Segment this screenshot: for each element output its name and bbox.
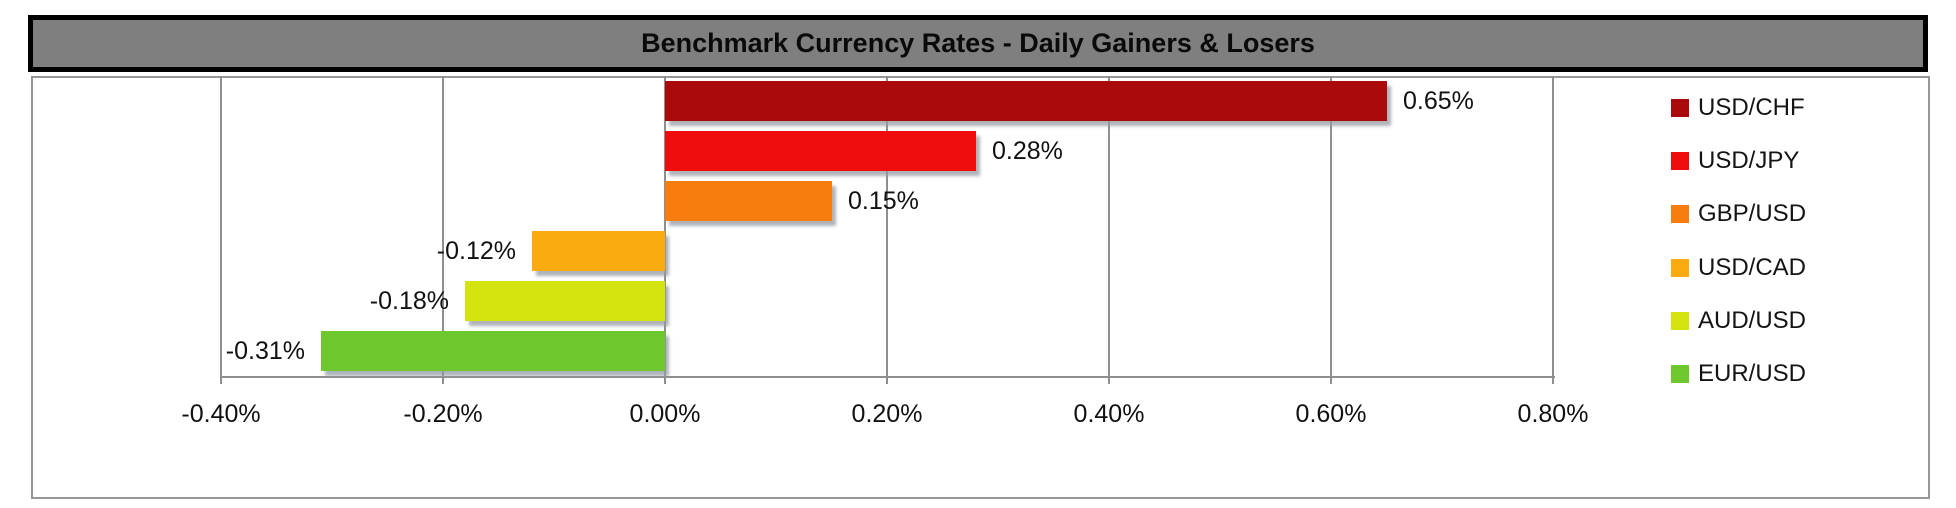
x-axis-tick: [1108, 376, 1110, 384]
legend-swatch-eur-usd: [1671, 365, 1689, 383]
x-axis-label: -0.40%: [181, 400, 261, 428]
gridline: [886, 76, 888, 376]
bar-aud-usd: [465, 281, 665, 321]
gridline: [664, 76, 666, 376]
gridline: [220, 76, 222, 376]
bar-value-label: 0.65%: [1403, 87, 1474, 115]
x-axis-tick: [664, 376, 666, 384]
chart-title: Benchmark Currency Rates - Daily Gainers…: [641, 28, 1315, 58]
x-axis-label: 0.40%: [1073, 400, 1145, 428]
chart-area: [31, 76, 1930, 499]
gridline: [1330, 76, 1332, 376]
x-axis-tick: [886, 376, 888, 384]
bar-value-label: 0.28%: [992, 137, 1063, 165]
bar-value-label: 0.15%: [848, 187, 919, 215]
x-axis-label: 0.00%: [629, 400, 701, 428]
chart-title-bar: Benchmark Currency Rates - Daily Gainers…: [28, 15, 1928, 72]
legend-swatch-gbp-usd: [1671, 205, 1689, 223]
legend-item-gbp-usd: GBP/USD: [1671, 200, 1807, 227]
legend-swatch-usd-chf: [1671, 99, 1689, 117]
x-axis-tick: [442, 376, 444, 384]
bar-usd-chf: [665, 81, 1387, 121]
legend-label: EUR/USD: [1698, 360, 1807, 387]
x-axis-label: 0.80%: [1517, 400, 1589, 428]
x-axis-tick: [1552, 376, 1554, 384]
legend-item-usd-jpy: USD/JPY: [1671, 147, 1800, 174]
x-axis-label: 0.20%: [851, 400, 923, 428]
x-axis-tick: [220, 376, 222, 384]
legend-swatch-usd-jpy: [1671, 152, 1689, 170]
gridline: [1552, 76, 1554, 376]
x-axis-line: [221, 376, 1555, 378]
bar-value-label: -0.31%: [225, 337, 305, 365]
bar-usd-jpy: [665, 131, 976, 171]
legend-label: GBP/USD: [1698, 200, 1807, 227]
legend-item-aud-usd: AUD/USD: [1671, 307, 1807, 334]
bar-eur-usd: [321, 331, 665, 371]
legend-swatch-usd-cad: [1671, 259, 1689, 277]
x-axis-label: 0.60%: [1295, 400, 1367, 428]
bar-gbp-usd: [665, 181, 832, 221]
legend-label: USD/JPY: [1698, 147, 1800, 174]
legend-label: USD/CHF: [1698, 94, 1805, 121]
gridline: [1108, 76, 1110, 376]
legend-item-eur-usd: EUR/USD: [1671, 360, 1807, 387]
bar-value-label: -0.12%: [436, 237, 516, 265]
bar-usd-cad: [532, 231, 665, 271]
legend-item-usd-chf: USD/CHF: [1671, 94, 1805, 121]
x-axis-label: -0.20%: [403, 400, 483, 428]
gridline: [442, 76, 444, 376]
legend-label: AUD/USD: [1698, 307, 1807, 334]
legend-label: USD/CAD: [1698, 254, 1807, 281]
bar-value-label: -0.18%: [369, 287, 449, 315]
x-axis-tick: [1330, 376, 1332, 384]
legend-item-usd-cad: USD/CAD: [1671, 254, 1807, 281]
legend-swatch-aud-usd: [1671, 312, 1689, 330]
